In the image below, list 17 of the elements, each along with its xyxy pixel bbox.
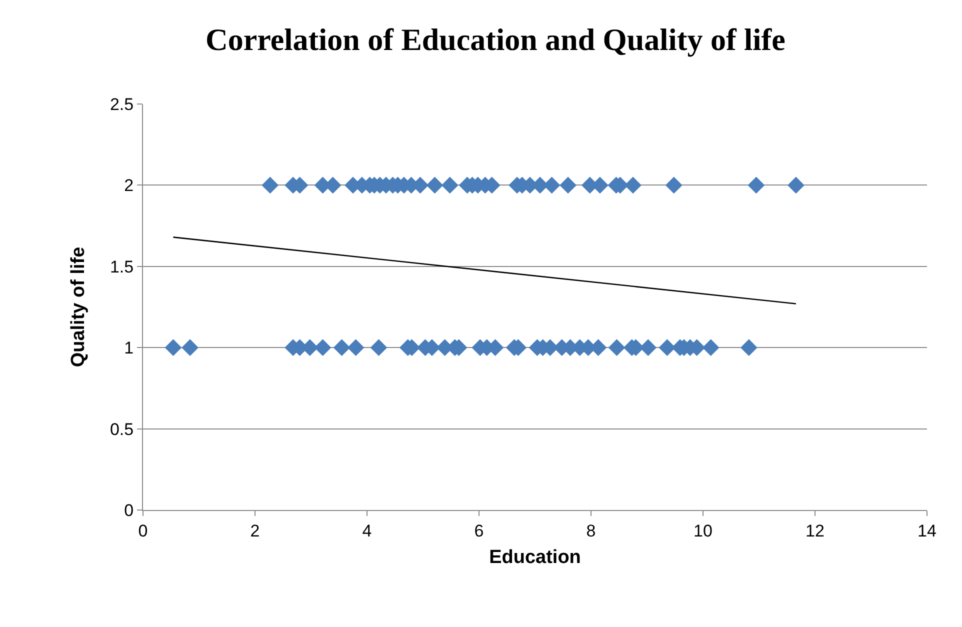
- y-tick-label: 0: [124, 500, 134, 520]
- x-tick-label: 8: [586, 521, 596, 540]
- x-tick-label: 0: [138, 521, 148, 540]
- chart-title: Correlation of Education and Quality of life: [206, 22, 786, 57]
- x-tick-label: 4: [362, 521, 372, 540]
- y-tick-label: 0.5: [110, 420, 134, 439]
- y-tick-label: 2: [124, 176, 134, 196]
- x-tick-label: 12: [806, 521, 824, 540]
- x-tick-label: 10: [694, 521, 712, 540]
- x-tick-label: 2: [250, 521, 260, 540]
- y-tick-label: 1.5: [110, 257, 134, 276]
- x-tick-label: 14: [918, 521, 936, 540]
- x-axis-title: Education: [489, 547, 581, 568]
- y-tick-label: 1: [124, 338, 134, 358]
- y-tick-label: 2.5: [110, 94, 134, 114]
- x-tick-label: 6: [474, 521, 484, 540]
- y-axis-title: Quality of life: [68, 246, 89, 368]
